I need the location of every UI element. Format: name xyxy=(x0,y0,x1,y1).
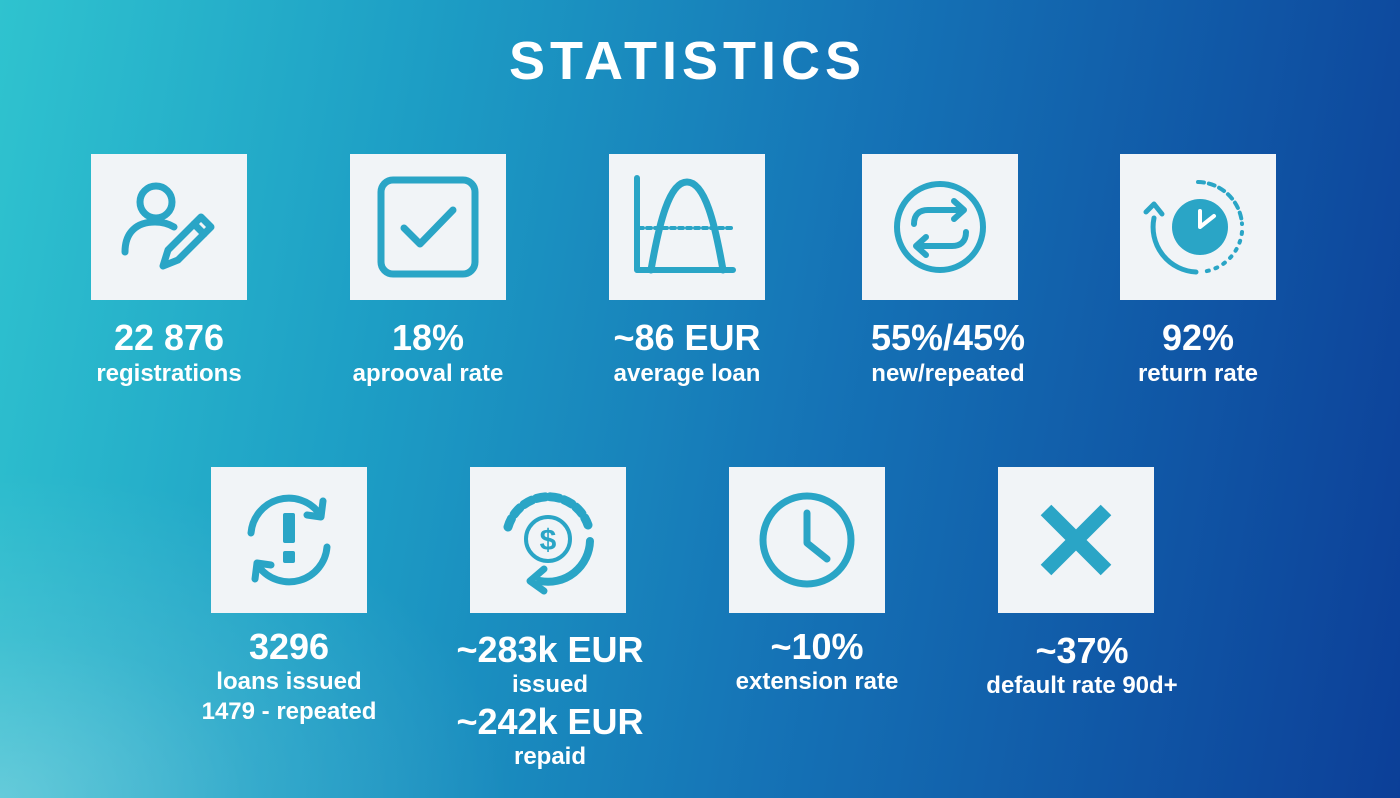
stat-approval: 18% aprooval rate xyxy=(268,318,588,390)
stat-label: default rate 90d+ xyxy=(986,672,1178,699)
registrations-card xyxy=(91,154,247,300)
close-x-icon xyxy=(1040,504,1112,576)
stat-average-loan: ~86 EUR average loan xyxy=(527,318,847,390)
stat-label: return rate xyxy=(1137,360,1259,387)
refresh-alert-icon xyxy=(247,494,331,586)
clock-return-icon xyxy=(1143,180,1244,275)
stat-label: extension rate xyxy=(735,668,899,695)
svg-text:$: $ xyxy=(540,524,557,557)
swap-arrows-icon xyxy=(894,181,986,273)
stat-value: 18% xyxy=(391,317,465,358)
return-rate-card xyxy=(1120,154,1276,300)
stat-label-secondary: repaid xyxy=(513,743,587,770)
stat-extension-rate: ~10% extension rate xyxy=(657,627,977,697)
dollar-cycle-icon: $ xyxy=(503,492,594,595)
stat-label: new/repeated xyxy=(871,360,1025,387)
stat-label: aprooval rate xyxy=(352,360,504,387)
extension-rate-card xyxy=(729,467,885,613)
user-edit-icon xyxy=(121,182,215,270)
issued-repaid-card: $ xyxy=(470,467,626,613)
stat-label: registrations xyxy=(96,360,242,387)
new-repeated-card xyxy=(862,154,1018,300)
stat-value-secondary: ~242k EUR xyxy=(456,701,644,742)
bell-curve-icon xyxy=(634,175,736,274)
stat-label: issued xyxy=(511,671,589,698)
loans-issued-card xyxy=(211,467,367,613)
stat-value: ~283k EUR xyxy=(456,629,644,670)
stat-new-repeated: 55%/45% new/repeated xyxy=(788,318,1108,390)
stat-value: ~37% xyxy=(1035,630,1129,671)
stat-value: ~10% xyxy=(770,626,864,667)
default-rate-card xyxy=(998,467,1154,613)
stat-label: average loan xyxy=(613,360,761,387)
average-loan-card xyxy=(609,154,765,300)
stat-issued-repaid: ~283k EUR issued ~242k EUR repaid xyxy=(390,630,710,772)
stat-value: 92% xyxy=(1161,317,1235,358)
stat-label: loans issued xyxy=(216,668,362,695)
stat-value: 3296 xyxy=(248,626,330,667)
stat-loans-issued: 3296 loans issued 1479 - repeated xyxy=(129,627,449,727)
stat-default-rate: ~37% default rate 90d+ xyxy=(922,631,1242,701)
stat-value: 55%/45% xyxy=(870,317,1026,358)
stat-value: ~86 EUR xyxy=(613,317,761,358)
approval-card xyxy=(350,154,506,300)
page-title: STATISTICS xyxy=(509,31,866,91)
checkbox-icon xyxy=(377,176,479,278)
clock-icon xyxy=(759,492,855,588)
stat-sublabel: 1479 - repeated xyxy=(201,698,377,725)
stat-value: 22 876 xyxy=(113,317,225,358)
stat-registrations: 22 876 registrations xyxy=(9,318,329,390)
stat-return-rate: 92% return rate xyxy=(1038,318,1358,390)
